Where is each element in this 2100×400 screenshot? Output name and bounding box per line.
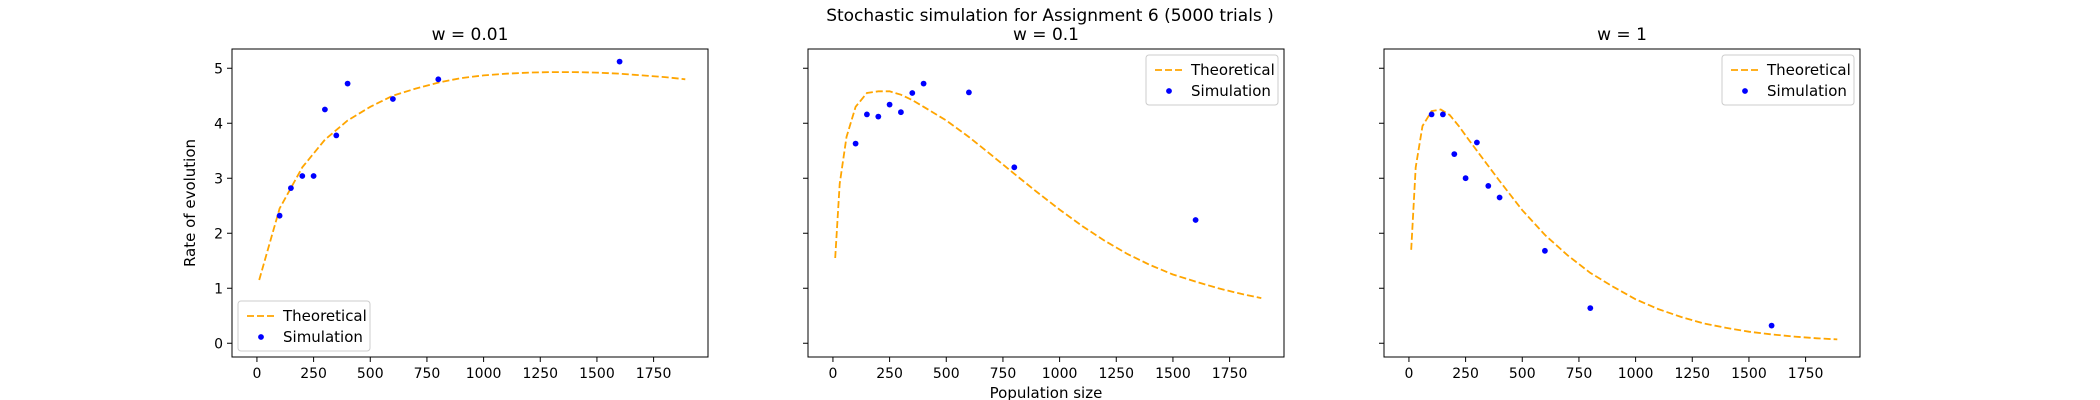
simulation-point	[1542, 247, 1548, 254]
simulation-point	[1485, 183, 1492, 189]
legend-entry: Theoretical	[282, 307, 367, 325]
simulation-point	[1587, 305, 1594, 311]
legend-frame	[1721, 54, 1855, 106]
subplot-panels: w = 0.010 250 500 750 1000 1250 1500 1750012345…	[181, 25, 1861, 400]
legend: Theoretical Simulation	[1721, 54, 1855, 106]
simulation-point	[886, 101, 893, 108]
simulation-point	[333, 132, 340, 139]
simulation-point	[1768, 322, 1775, 329]
x-tick-label: 250	[876, 366, 903, 382]
x-axis-label: Population size	[990, 384, 1103, 400]
subplot-3: w = 1 0 250 500 750 1000 1250 1500 1750 Theoretic…	[1379, 25, 1861, 382]
axes-frame	[231, 48, 709, 358]
x-tick-label: 1000	[1618, 366, 1654, 382]
axes-frame	[807, 48, 1285, 358]
y-tick-label: 0	[214, 336, 223, 352]
simulation-point	[1462, 175, 1469, 182]
simulation-point	[898, 109, 904, 116]
panel-title: w = 1	[1597, 25, 1647, 45]
simulation-point	[299, 173, 306, 179]
x-tick-label: 1750	[636, 366, 672, 382]
legend-entry: Theoretical	[1766, 61, 1851, 79]
y-axis-label: Rate of evolution	[181, 139, 199, 267]
simulation-point	[276, 212, 283, 219]
simulation-point	[966, 89, 972, 96]
legend-frame	[237, 300, 371, 352]
x-tick-label: 1250	[1674, 366, 1710, 382]
simulation-point	[1011, 164, 1018, 171]
x-tick-label: 500	[357, 366, 384, 382]
legend: Theoretical Simulation	[1145, 54, 1279, 106]
x-tick-label: 500	[1509, 366, 1536, 382]
simulation-point	[322, 106, 328, 113]
x-tick-label: 500	[933, 366, 960, 382]
y-tick-label: 5	[214, 61, 223, 77]
legend-entry: Simulation	[1191, 82, 1271, 100]
simulation-point	[344, 80, 351, 87]
legend-point-swatch	[1742, 88, 1748, 94]
simulation-point	[288, 185, 294, 192]
simulation-point	[909, 90, 916, 96]
theoretical-line	[258, 71, 686, 281]
legend: Theoretical Simulation	[237, 300, 371, 352]
y-tick-label: 4	[214, 116, 223, 132]
x-tick-label: 750	[990, 366, 1017, 382]
x-tick-label: 0	[828, 366, 837, 382]
simulation-point	[435, 76, 442, 83]
legend-point-swatch	[1166, 88, 1172, 94]
simulation-point	[1440, 111, 1446, 118]
y-tick-label: 3	[214, 171, 223, 187]
simulation-point	[1192, 217, 1199, 223]
simulation-point	[875, 113, 882, 120]
x-tick-label: 1250	[1098, 366, 1134, 382]
x-tick-label: 0	[252, 366, 261, 382]
simulation-point	[1474, 139, 1480, 146]
x-tick-label: 1500	[579, 366, 615, 382]
x-tick-label: 1000	[466, 366, 502, 382]
simulation-point	[920, 80, 927, 87]
subplot-2: w = 0.1 0 250 500 750 1000 1250 1500 1750 Populat…	[803, 25, 1285, 400]
subplot-1: w = 0.01 0 250 500 750 1000 1250 1500 1750 0 1 2 3 4 5…	[181, 25, 709, 382]
x-tick-label: 1500	[1731, 366, 1767, 382]
x-tick-label: 750	[414, 366, 441, 382]
x-tick-label: 250	[300, 366, 327, 382]
legend-point-swatch	[258, 334, 264, 340]
simulation-point	[852, 140, 859, 147]
x-tick-label: 250	[1452, 366, 1479, 382]
theoretical-line	[1410, 108, 1838, 341]
x-tick-label: 0	[1404, 366, 1413, 382]
simulation-point	[864, 111, 870, 118]
x-tick-label: 750	[1566, 366, 1593, 382]
simulation-point	[1451, 151, 1458, 158]
y-tick-label: 1	[214, 281, 223, 297]
x-tick-label: 1500	[1155, 366, 1191, 382]
x-tick-label: 1250	[522, 366, 558, 382]
x-tick-label: 1000	[1042, 366, 1078, 382]
x-tick-label: 1750	[1212, 366, 1248, 382]
simulation-point	[1496, 194, 1503, 201]
simulation-point	[616, 58, 623, 65]
figure-suptitle: Stochastic simulation for Assignment 6 (…	[826, 6, 1274, 26]
legend-entry: Simulation	[1767, 82, 1847, 100]
panel-title: w = 0.1	[1013, 25, 1079, 45]
legend-entry: Theoretical	[1190, 61, 1275, 79]
legend-entry: Simulation	[283, 328, 363, 346]
x-tick-label: 1750	[1788, 366, 1824, 382]
axes-frame	[1383, 48, 1861, 358]
simulation-point	[310, 173, 317, 179]
simulation-point	[1428, 111, 1435, 118]
y-tick-label: 2	[214, 226, 223, 242]
panel-title: w = 0.01	[432, 25, 509, 45]
theoretical-line	[834, 90, 1262, 299]
legend-frame	[1145, 54, 1279, 106]
simulation-point	[390, 96, 396, 102]
